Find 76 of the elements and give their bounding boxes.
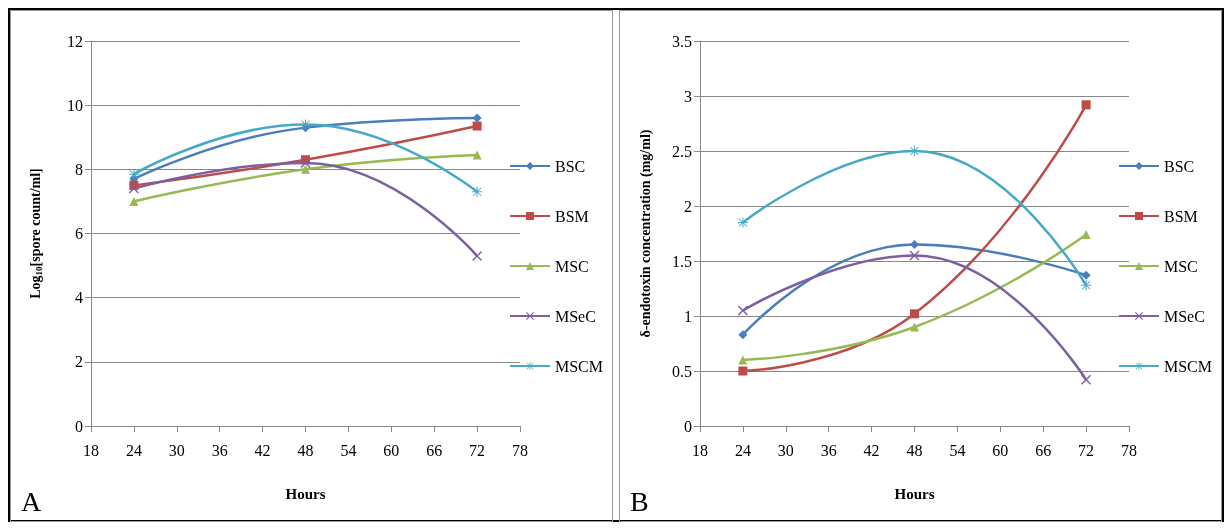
y-tick-label: 6 xyxy=(75,225,83,242)
x-tick-label: 42 xyxy=(254,441,271,459)
x-axis-title: Hours xyxy=(285,485,326,502)
text: B xyxy=(630,485,649,517)
y-tick-label: 3.5 xyxy=(672,32,692,50)
point xyxy=(910,240,919,249)
x-tick-label: 72 xyxy=(469,441,486,459)
point xyxy=(128,169,139,180)
x-tick-label: 24 xyxy=(734,441,751,459)
point xyxy=(738,330,748,340)
point xyxy=(909,146,920,156)
y-tick-label: 4 xyxy=(75,289,83,307)
x-tick-label: 30 xyxy=(777,441,794,459)
text: A xyxy=(21,485,42,517)
point xyxy=(301,164,310,174)
point xyxy=(472,113,482,123)
y-tick-label: 3 xyxy=(684,87,692,105)
y-tick-label: 1 xyxy=(684,307,692,325)
point xyxy=(472,121,482,131)
x-tick-label: 72 xyxy=(1078,441,1095,459)
legend-label: MSCM xyxy=(1163,357,1213,375)
point xyxy=(472,186,483,197)
y-tick-label: 0 xyxy=(75,417,83,435)
point xyxy=(737,305,748,316)
y-tick-label: 2.5 xyxy=(672,142,692,160)
x-tick-label: 54 xyxy=(949,441,966,459)
legend-label: MSCM xyxy=(554,357,604,375)
x-tick-label: 36 xyxy=(211,441,228,459)
point xyxy=(472,250,483,261)
y-tick-label: 1.5 xyxy=(672,252,692,270)
point xyxy=(1081,100,1091,110)
y-tick-label: 12 xyxy=(67,32,83,50)
point xyxy=(1081,280,1092,291)
x-tick-label: 42 xyxy=(863,441,880,459)
x-tick-label: 48 xyxy=(906,441,923,459)
y-tick-label: 8 xyxy=(75,160,83,178)
point xyxy=(910,309,919,319)
legend-label: BSM xyxy=(1163,207,1198,225)
x-tick-label: 24 xyxy=(125,441,142,459)
x-tick-label: 48 xyxy=(297,441,314,459)
point xyxy=(737,217,748,228)
x-tick-label: 66 xyxy=(1035,441,1052,459)
x-tick-label: 78 xyxy=(1121,441,1137,459)
x-tick-label: 60 xyxy=(992,441,1009,459)
y-axis-title: δ-endotoxin concentration (mg/ml) xyxy=(637,129,654,338)
legend-label: MSeC xyxy=(1163,307,1205,325)
point xyxy=(129,196,139,206)
x-tick-label: 54 xyxy=(340,441,357,459)
y-tick-label: 0 xyxy=(684,417,692,435)
legend-label: BSC xyxy=(554,157,586,175)
y-axis-title: Log10[spore count/ml] xyxy=(28,168,44,299)
point xyxy=(738,366,748,376)
point xyxy=(1081,230,1091,240)
y-tick-label: 2 xyxy=(684,197,692,215)
legend-label: BSM xyxy=(554,207,589,225)
x-tick-label: 18 xyxy=(83,441,99,459)
point xyxy=(910,322,919,332)
y-tick-label: 0.5 xyxy=(672,362,692,380)
point xyxy=(738,355,748,365)
legend-label: MSeC xyxy=(554,307,596,325)
point xyxy=(909,250,920,261)
x-tick-label: 78 xyxy=(512,441,528,459)
x-tick-label: 36 xyxy=(820,441,837,459)
y-tick-label: 2 xyxy=(75,353,83,371)
y-tick-label: 10 xyxy=(67,96,83,114)
legend-label: MSC xyxy=(1163,257,1198,275)
point xyxy=(1081,374,1092,385)
legend-label: BSC xyxy=(1163,157,1195,175)
x-tick-label: 66 xyxy=(426,441,443,459)
x-tick-label: 30 xyxy=(168,441,185,459)
x-tick-label: 18 xyxy=(692,441,708,459)
point xyxy=(128,183,139,194)
x-axis-title: Hours xyxy=(894,485,935,502)
legend-label: MSC xyxy=(554,257,589,275)
x-tick-label: 60 xyxy=(383,441,400,459)
point xyxy=(1081,270,1091,280)
